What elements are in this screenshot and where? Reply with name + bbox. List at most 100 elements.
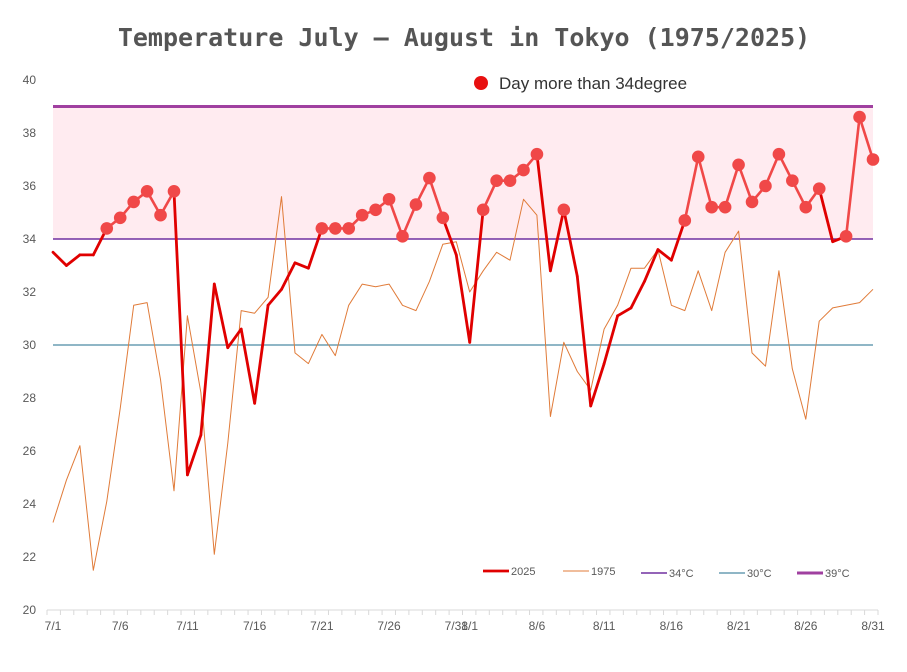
hot-day-marker bbox=[140, 185, 154, 198]
y-tick-label: 30 bbox=[23, 338, 37, 352]
series-segment-2025 bbox=[548, 208, 566, 273]
hot-day-marker bbox=[355, 208, 369, 222]
series-segment-2025 bbox=[817, 187, 835, 244]
hot-day-marker bbox=[678, 214, 692, 227]
y-tick-label: 28 bbox=[23, 391, 37, 405]
series-segment-2025 bbox=[307, 226, 324, 270]
x-tick-label: 7/6 bbox=[112, 619, 129, 633]
y-tick-label: 40 bbox=[23, 73, 37, 87]
series-segment-2025 bbox=[575, 274, 593, 408]
x-tick-label: 8/26 bbox=[794, 619, 818, 633]
series-segment-2025 bbox=[723, 163, 740, 209]
series-segment-2025 bbox=[669, 219, 687, 262]
hot-day-marker bbox=[436, 211, 450, 225]
annotation-marker bbox=[474, 76, 488, 90]
hot-day-marker bbox=[127, 195, 140, 209]
series-segment-2025 bbox=[844, 115, 861, 238]
series-segment-2025 bbox=[629, 279, 646, 310]
x-tick-label: 8/6 bbox=[529, 619, 546, 633]
x-tick-label: 8/31 bbox=[861, 619, 885, 633]
hot-day-marker bbox=[705, 200, 718, 214]
x-tick-label: 8/16 bbox=[660, 619, 684, 633]
legend-label: 1975 bbox=[591, 566, 615, 578]
series-segment-2025 bbox=[696, 155, 713, 209]
y-tick-label: 26 bbox=[23, 444, 37, 458]
x-tick-label: 7/1 bbox=[45, 619, 62, 633]
hot-day-marker bbox=[396, 230, 409, 243]
hot-day-marker bbox=[382, 192, 396, 206]
series-segment-2025 bbox=[51, 250, 68, 267]
reference-lines bbox=[53, 105, 873, 346]
hot-day-marker bbox=[853, 110, 866, 124]
axes: 20 22 24 26 28 30 32 34 36 38 40 7/1 7/6 7/11 7/16 7/21… bbox=[23, 73, 885, 633]
x-tick-label: 7/16 bbox=[243, 619, 267, 633]
hot-day-marker bbox=[839, 230, 853, 243]
hot-day-marker bbox=[503, 174, 517, 187]
hot-day-marker bbox=[759, 179, 772, 193]
y-tick-label: 20 bbox=[23, 603, 37, 617]
hot-day-marker bbox=[530, 147, 544, 161]
series-segment-2025 bbox=[616, 306, 633, 318]
hot-day-marker bbox=[866, 153, 880, 166]
hot-day-marker bbox=[691, 150, 705, 164]
annotation-text: Day more than 34degree bbox=[499, 74, 687, 93]
chart-title: Temperature July – August in Tokyo (1975… bbox=[118, 23, 810, 52]
series-segment-2025 bbox=[65, 253, 82, 267]
hot-day-marker bbox=[328, 222, 342, 235]
y-tick-label: 32 bbox=[23, 285, 37, 299]
y-tick-label: 24 bbox=[23, 497, 37, 511]
series-segment-2025 bbox=[858, 115, 875, 161]
x-tick-label: 7/21 bbox=[310, 619, 334, 633]
series-segment-2025 bbox=[441, 216, 458, 257]
hot-day-marker bbox=[718, 200, 732, 214]
legend: 2025 1975 34°C 30°C 39°C bbox=[483, 566, 850, 580]
series-segment-2025 bbox=[293, 261, 310, 270]
y-tick-label: 38 bbox=[23, 126, 37, 140]
legend-label: 34°C bbox=[669, 568, 694, 580]
hot-day-marker bbox=[154, 208, 167, 222]
series-segment-2025 bbox=[535, 152, 552, 273]
series-segment-2025 bbox=[454, 253, 472, 344]
hot-day-marker bbox=[423, 171, 436, 185]
y-tick-label: 36 bbox=[23, 179, 37, 193]
x-tick-label: 8/1 bbox=[461, 619, 478, 633]
y-tick-label: 22 bbox=[23, 550, 37, 564]
x-tick-label: 8/21 bbox=[727, 619, 751, 633]
hot-day-marker bbox=[113, 211, 127, 225]
hot-day-marker bbox=[100, 222, 114, 235]
annotation-legend: Day more than 34degree bbox=[474, 74, 687, 93]
hot-day-marker bbox=[517, 163, 530, 177]
y-tick-label: 34 bbox=[23, 232, 37, 246]
series-segment-2025 bbox=[428, 176, 445, 220]
x-tick-label: 7/26 bbox=[377, 619, 401, 633]
series-segment-2025 bbox=[266, 287, 283, 307]
series-segment-2025 bbox=[226, 327, 243, 350]
series-segment-2025 bbox=[468, 208, 485, 344]
hot-day-marker bbox=[342, 222, 356, 235]
series-segment-2025 bbox=[683, 155, 700, 222]
series-segment-2025 bbox=[602, 314, 619, 365]
series-segment-2025 bbox=[737, 163, 754, 204]
series-segment-2025 bbox=[186, 433, 203, 477]
hot-day-marker bbox=[812, 182, 826, 195]
legend-label: 30°C bbox=[747, 568, 772, 580]
series-segment-2025 bbox=[172, 189, 189, 477]
series-segment-2025 bbox=[562, 208, 579, 278]
hot-day-marker bbox=[557, 203, 571, 217]
hot-day-marker bbox=[409, 198, 423, 211]
series-segment-2025 bbox=[589, 362, 606, 408]
hot-day-marker bbox=[799, 200, 813, 214]
series-segment-2025 bbox=[253, 303, 270, 405]
legend-label: 39°C bbox=[825, 568, 850, 580]
hot-day-marker bbox=[772, 147, 786, 161]
legend-label: 2025 bbox=[511, 566, 535, 578]
series-segment-2025 bbox=[387, 197, 404, 238]
series-segment-2025 bbox=[212, 282, 230, 350]
series-segment-2025 bbox=[199, 282, 216, 437]
hot-day-marker bbox=[369, 203, 382, 217]
series-segment-2025 bbox=[656, 248, 673, 262]
hot-day-marker bbox=[490, 174, 503, 187]
hot-day-marker bbox=[315, 222, 329, 235]
hot-day-marker bbox=[476, 203, 490, 217]
